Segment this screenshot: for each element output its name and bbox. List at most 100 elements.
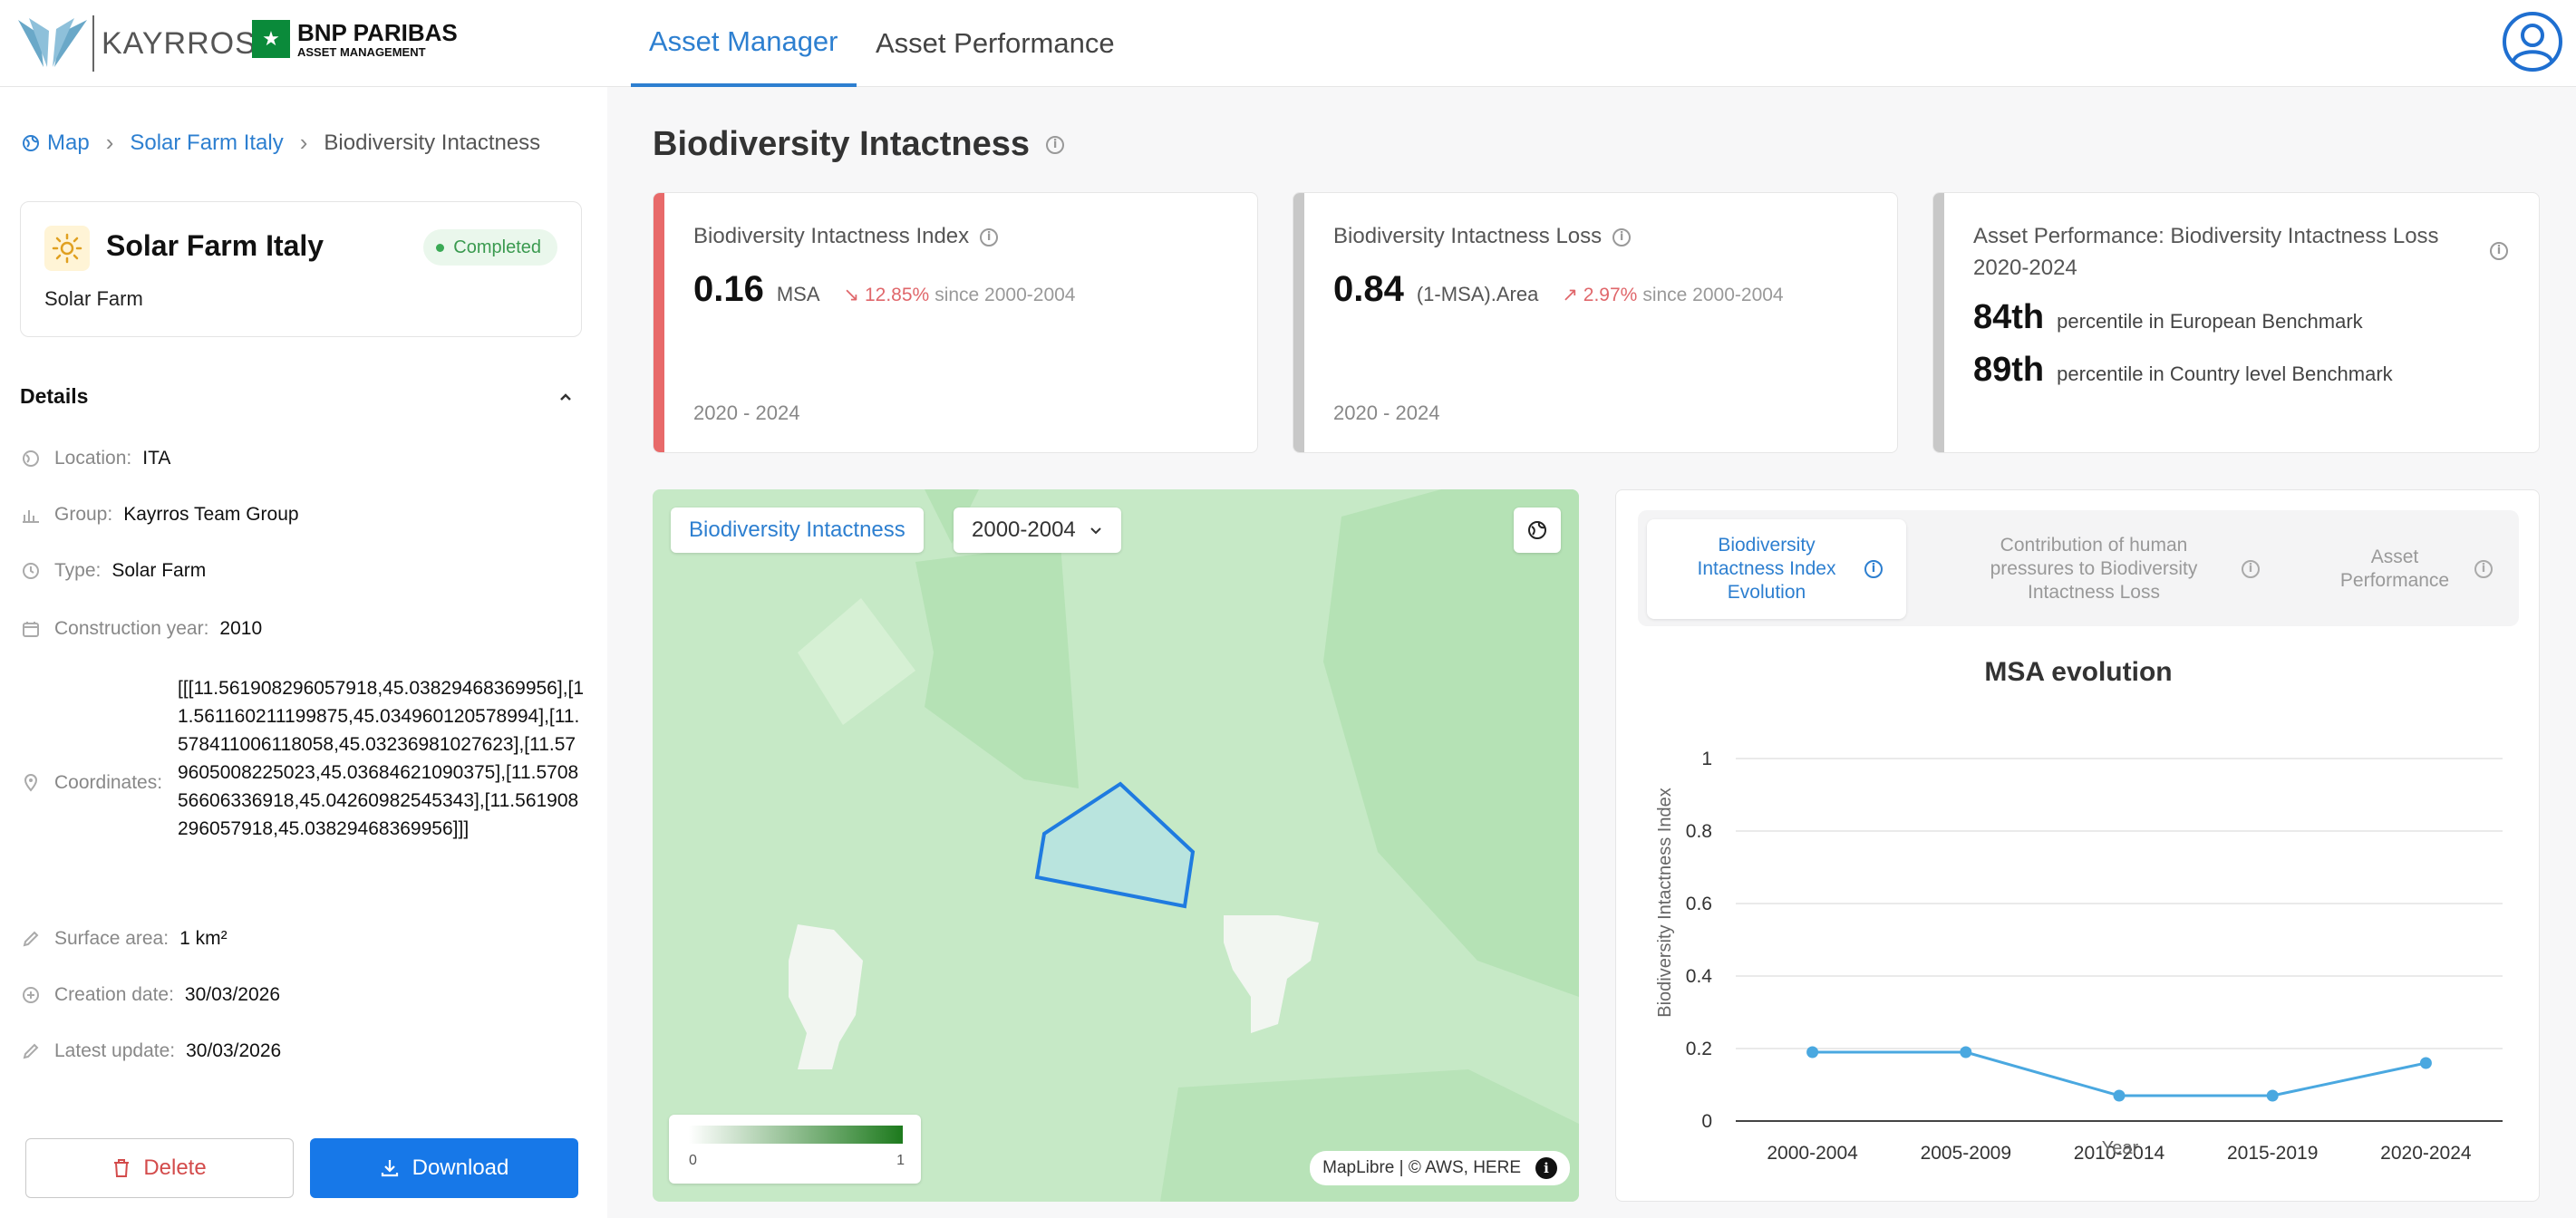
globe-icon[interactable] <box>1514 508 1561 553</box>
kpi-unit: (1-MSA).Area <box>1416 283 1539 305</box>
download-button[interactable]: Download <box>310 1138 578 1198</box>
breadcrumb-current: Biodiversity Intactness <box>324 130 541 155</box>
breadcrumb-map-link[interactable]: Map <box>47 130 90 155</box>
kpi-accent-bar <box>1293 193 1304 452</box>
legend-gradient <box>689 1126 903 1144</box>
period-select-value: 2000-2004 <box>972 517 1076 542</box>
status-label: Completed <box>453 237 541 257</box>
chart-tabs: Biodiversity Intactness Index Evolution … <box>1638 510 2519 626</box>
tab-asset-performance-chart[interactable]: Asset Performance i <box>2314 519 2510 619</box>
partner-subname: ASSET MANAGEMENT <box>297 44 426 59</box>
detail-coordinates: Coordinates: <box>22 772 162 794</box>
kpi-since: since 2000-2004 <box>1642 285 1784 305</box>
kayrros-logo[interactable]: KAYRROS <box>16 9 257 78</box>
tab-index-evolution[interactable]: Biodiversity Intactness Index Evolution … <box>1647 519 1906 619</box>
detail-construction-year: Construction year: 2010 <box>22 618 262 640</box>
period-select[interactable]: 2000-2004 <box>954 508 1121 553</box>
detail-value: Kayrros Team Group <box>123 504 299 525</box>
asset-type: Solar Farm <box>44 287 143 310</box>
location-pin-icon <box>24 774 38 792</box>
detail-label: Group: <box>54 504 113 525</box>
info-icon[interactable]: i <box>2242 560 2260 578</box>
detail-value: 2010 <box>219 618 263 639</box>
info-icon[interactable]: i <box>2474 560 2493 578</box>
x-tick-label: 2005-2009 <box>1921 1143 2011 1164</box>
tab-asset-performance[interactable]: Asset Performance <box>876 27 1115 59</box>
map-canvas[interactable] <box>653 489 1579 1202</box>
y-tick-label: 0 <box>1701 1111 1712 1132</box>
plus-circle-icon <box>23 987 39 1003</box>
kpi-card-performance: Asset Performance: Biodiversity Intactne… <box>1932 192 2540 453</box>
tab-asset-manager[interactable]: Asset Manager <box>631 0 857 87</box>
map-legend: 0 1 <box>669 1115 921 1184</box>
info-icon[interactable]: i <box>1046 135 1065 154</box>
detail-value: 30/03/2026 <box>186 1040 282 1061</box>
kpi-card-index: Biodiversity Intactness Index i 0.16 MSA … <box>653 192 1258 453</box>
tab-human-pressures[interactable]: Contribution of human pressures to Biodi… <box>1930 519 2292 619</box>
user-circle-icon[interactable] <box>2502 11 2563 72</box>
bnp-stars-icon: ★ <box>252 20 290 58</box>
percentile-value: 89th <box>1973 351 2045 389</box>
globe-icon <box>23 450 39 467</box>
map-terrain-patch <box>1323 489 1579 997</box>
map-view[interactable]: Biodiversity Intactness 2000-2004 0 1 Ma… <box>653 489 1579 1202</box>
detail-value: ITA <box>142 448 171 469</box>
status-dot-icon <box>436 243 445 252</box>
detail-label: Creation date: <box>54 984 174 1005</box>
detail-label: Location: <box>54 448 132 469</box>
info-icon[interactable]: i <box>2490 242 2508 260</box>
info-icon[interactable]: i <box>1612 227 1632 246</box>
details-heading: Details <box>20 384 89 408</box>
info-icon[interactable]: i <box>980 227 999 246</box>
tab-label: Biodiversity Intactness Index Evolution <box>1697 535 1836 603</box>
y-tick-label: 0.8 <box>1686 821 1712 842</box>
x-axis-label: Year <box>2102 1138 2139 1158</box>
page-title-text: Biodiversity Intactness <box>653 125 1031 163</box>
data-point[interactable] <box>1960 1046 1972 1058</box>
kpi-card-loss: Biodiversity Intactness Loss i 0.84 (1-MS… <box>1293 192 1898 453</box>
kpi-value: 0.16 <box>693 269 764 309</box>
info-icon[interactable]: i <box>1535 1157 1557 1179</box>
series-line <box>1812 1050 2426 1097</box>
logo-divider <box>92 15 94 72</box>
y-tick-label: 0.2 <box>1686 1039 1712 1059</box>
brand-name: KAYRROS <box>102 25 257 61</box>
map-bare-land-patch <box>1224 915 1319 1033</box>
details-section-header[interactable]: Details <box>20 384 582 409</box>
delete-button[interactable]: Delete <box>25 1138 294 1198</box>
kpi-period: 2020 - 2024 <box>1333 401 1440 424</box>
percentile-label: percentile in European Benchmark <box>2057 310 2363 333</box>
chevron-down-icon <box>1090 527 1101 535</box>
layer-toggle-button[interactable]: Biodiversity Intactness <box>671 508 924 553</box>
pencil-icon <box>23 931 39 947</box>
detail-creation-date: Creation date: 30/03/2026 <box>22 984 280 1006</box>
kpi-title: Asset Performance: Biodiversity Intactne… <box>1973 224 2439 280</box>
chevron-up-icon[interactable] <box>557 388 575 406</box>
coordinates-value: [[[11.561908296057918,45.03829468369956]… <box>178 678 585 839</box>
info-icon[interactable]: i <box>1864 560 1883 578</box>
chevron-right-icon: › <box>105 129 114 156</box>
kayrros-wing-icon <box>18 18 87 67</box>
download-label: Download <box>412 1155 509 1180</box>
kpi-value: 0.84 <box>1333 269 1404 309</box>
asset-summary-card: Solar Farm Italy Completed Solar Farm <box>20 201 582 337</box>
tab-label: Contribution of human pressures to Biodi… <box>1990 535 2198 603</box>
chart-panel: Biodiversity Intactness Index Evolution … <box>1615 489 2540 1202</box>
bar-chart-icon <box>23 510 39 523</box>
data-point[interactable] <box>2113 1089 2126 1102</box>
attribution-text: MapLibre | © AWS, HERE <box>1322 1158 1521 1177</box>
data-point[interactable] <box>2419 1057 2432 1069</box>
data-point[interactable] <box>2266 1089 2279 1102</box>
detail-label: Construction year: <box>54 618 209 639</box>
map-terrain-patch <box>925 489 979 544</box>
kpi-period: 2020 - 2024 <box>693 401 800 424</box>
y-tick-label: 0.4 <box>1686 966 1713 987</box>
detail-location: Location: ITA <box>22 448 170 469</box>
percentile-label: percentile in Country level Benchmark <box>2057 362 2393 385</box>
x-tick-label: 2020-2024 <box>2380 1143 2472 1164</box>
kpi-delta: ↘ 12.85% <box>843 285 930 305</box>
asset-boundary-polygon[interactable] <box>1034 781 1196 909</box>
y-tick-label: 0.6 <box>1686 894 1712 914</box>
data-point[interactable] <box>1806 1046 1819 1058</box>
breadcrumb-asset-link[interactable]: Solar Farm Italy <box>130 130 284 155</box>
